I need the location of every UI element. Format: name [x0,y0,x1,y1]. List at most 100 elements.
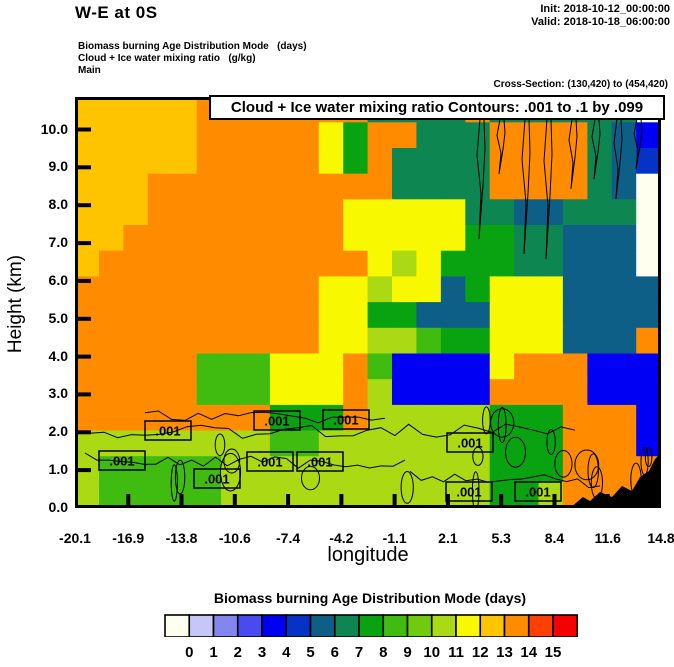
field-cell [147,379,173,406]
field-cell [489,379,515,406]
colorbar-tick-label: 0 [185,644,194,661]
field-cell [196,250,222,278]
field-cell [147,481,173,508]
x-tick-label: -7.4 [276,530,301,546]
field-cell [221,173,247,201]
x-tick-mark [605,494,610,508]
field-cell [538,481,564,508]
field-cell [75,327,100,355]
field-cell [367,379,393,406]
field-cell [294,327,320,355]
field-cell [587,199,613,226]
field-cell [343,199,369,226]
colorbar-tick-label: 2 [233,644,242,661]
field-cell [392,302,418,329]
field-cell [123,173,149,201]
y-tick-label: 7.0 [48,234,68,251]
field-cell [172,199,198,226]
field-cell [245,276,271,303]
field-cell [99,404,125,432]
x-tick-label: -10.6 [218,530,251,546]
field-cell [343,456,369,483]
field-cell [440,250,467,278]
field-cell [318,173,344,201]
field-cell [416,250,442,278]
field-cell [636,302,661,329]
field-cell [514,148,540,175]
field-cell [99,250,125,278]
colorbar-cell [261,614,288,637]
field-cell [562,379,589,406]
field-cell [294,250,320,278]
field-cell [172,379,198,406]
field-cell [221,327,247,355]
y-tick-mark [75,316,91,321]
field-cell [587,353,613,380]
field-cell [75,430,100,457]
field-cell [75,122,100,149]
field-cell [587,379,613,406]
field-cell [318,122,344,149]
y-tick-label: 10.0 [40,120,68,137]
field-cell [416,481,442,508]
field-cell [75,404,100,432]
field-cell [440,225,467,252]
field-cell [489,250,515,278]
field-cell [221,250,247,278]
field-cell [269,353,296,380]
field-cell [343,122,369,149]
field-cell [343,481,369,508]
cloud-contour-cell [301,465,320,491]
y-tick-mark [75,468,91,473]
field-cell [75,148,100,175]
field-cell [489,302,515,329]
field-cell [440,276,467,303]
field-cell [147,122,173,149]
field-cell [318,276,344,303]
field-cell [587,276,613,303]
x-tick-mark [392,494,397,508]
field-cell [416,276,442,303]
field-cell [562,430,589,457]
field-cell [147,250,173,278]
field-cell [489,353,515,380]
cloud-contour-spike [591,118,601,180]
field-cell [172,276,198,303]
field-cell [99,173,125,201]
field-cell [465,225,491,252]
field-cell [465,173,491,201]
field-cell [318,199,344,226]
colorbar-tick-label: 5 [306,644,315,661]
field-cell [562,199,589,226]
field-cell [538,430,564,457]
colorbar-cell [406,614,433,637]
field-cell [587,404,613,432]
contour-label: .001 [264,414,289,429]
cloud-contour-cell [505,436,526,468]
colorbar-cell [382,614,409,637]
field-cell [367,199,393,226]
field-cell [465,404,491,432]
field-cell [318,327,344,355]
field-cell [562,276,589,303]
contour-label-box [144,420,192,441]
field-cell [636,225,661,252]
field-cell [587,430,613,457]
field-cell [611,250,637,278]
field-cell [196,481,222,508]
contour-label: .001 [155,424,180,439]
contour-label-box [446,432,494,453]
field-cell [416,327,442,355]
field-cell [294,199,320,226]
field-cell [538,302,564,329]
field-cell [245,225,271,252]
field-cell [636,173,661,201]
x-axis-label: longitude [327,544,409,566]
colorbar-cell [358,614,385,637]
colorbar-tick-label: 15 [544,644,562,661]
colorbar-tick-label: 6 [330,644,339,661]
y-tick-mark [75,430,91,435]
field-cell [489,276,515,303]
field-cell [416,225,442,252]
x-tick-mark [232,494,237,508]
